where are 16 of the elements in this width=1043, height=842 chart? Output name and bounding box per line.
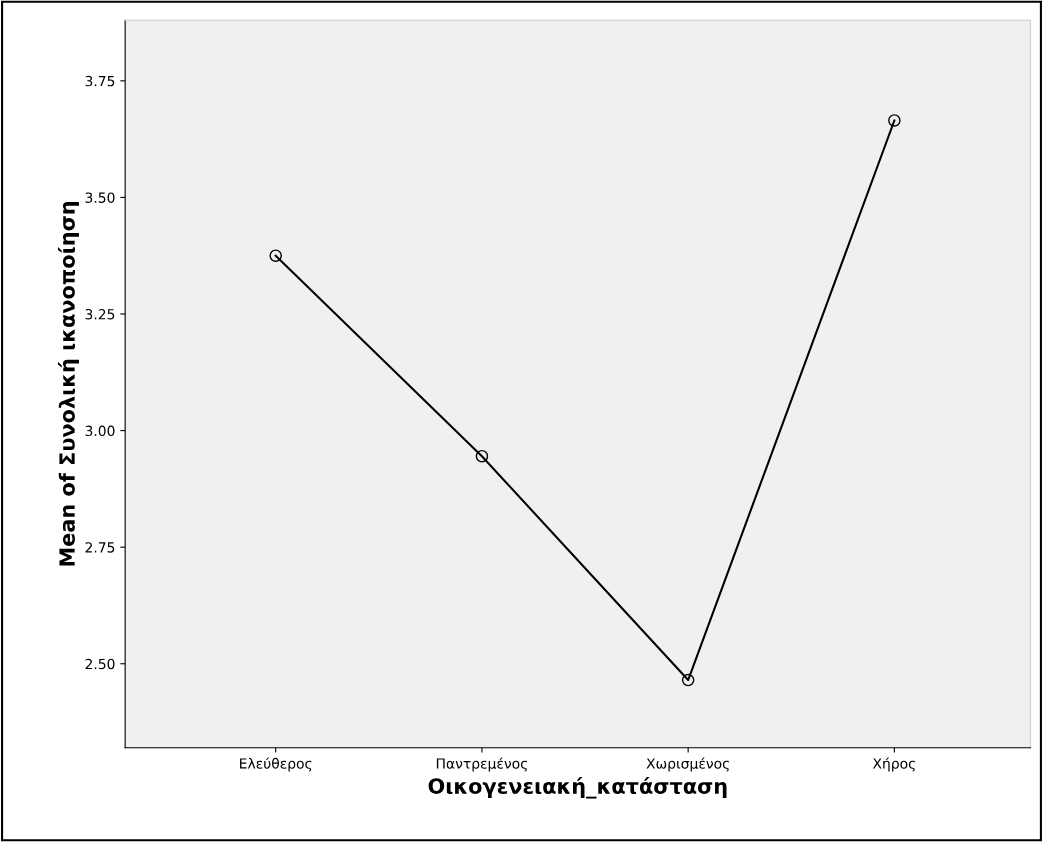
x-tick-label: Χήρος bbox=[872, 757, 915, 772]
point bbox=[269, 249, 282, 262]
x-tick-label: Παντρεμένος bbox=[436, 757, 527, 772]
y-axis-title: Mean of Συνολική ικανοποίηση bbox=[57, 202, 79, 566]
y-tick-label: 3.00 bbox=[85, 425, 115, 437]
y-tick-label: 2.75 bbox=[85, 542, 115, 553]
x-tick-label: Χωρισμένος bbox=[646, 757, 729, 772]
x-tick-label: Ελεύθερος bbox=[240, 757, 312, 772]
x-axis-title: Οικογενειακή_κατάσταση bbox=[428, 777, 727, 799]
y-tick-label: 2.50 bbox=[85, 658, 115, 670]
y-tick-label: 3.50 bbox=[85, 192, 115, 203]
point bbox=[888, 114, 901, 127]
point bbox=[475, 449, 489, 463]
point bbox=[681, 673, 695, 687]
y-tick-label: 3.25 bbox=[85, 308, 115, 320]
y-tick-label: 3.75 bbox=[85, 75, 115, 87]
